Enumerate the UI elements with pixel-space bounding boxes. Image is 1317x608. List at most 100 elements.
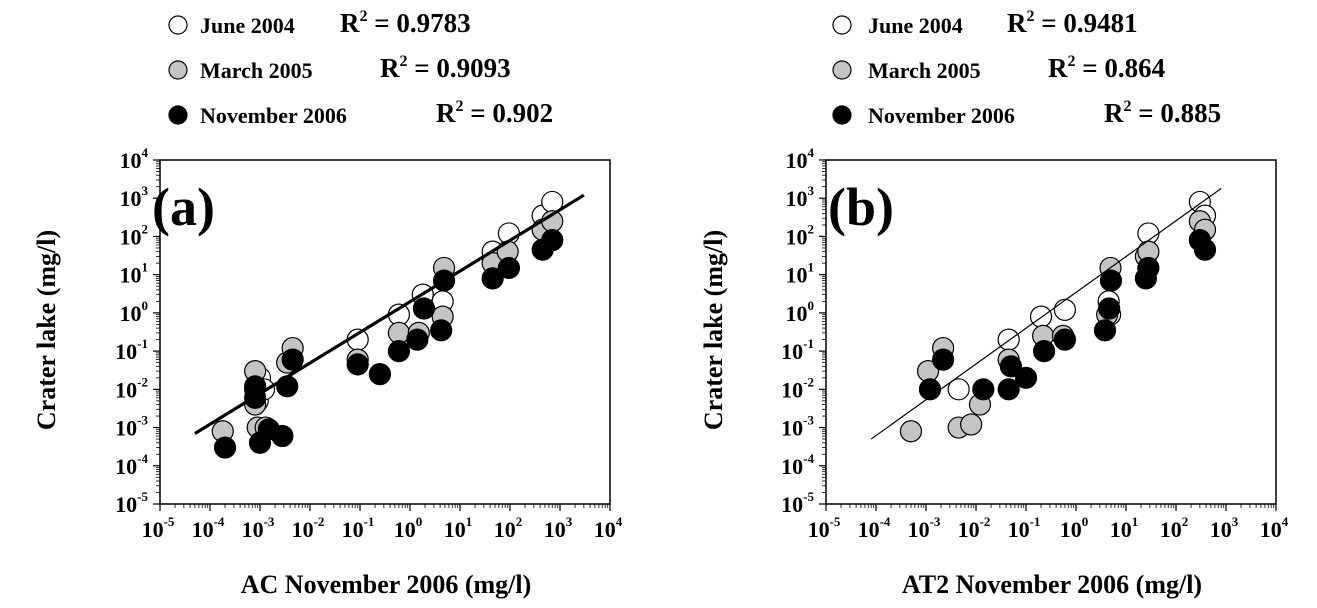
- tick-base: 10: [544, 517, 566, 542]
- tick-exponent: -4: [880, 514, 891, 529]
- y-tick-label-0: 10-5: [781, 489, 814, 517]
- point-november-2006-13: [430, 319, 453, 342]
- tick-base: 10: [786, 263, 808, 288]
- y-axis-title: Crater lake (mg/l): [32, 230, 61, 430]
- tick-base: 10: [808, 517, 830, 542]
- tick-base: 10: [781, 416, 803, 441]
- point-november-2006-10: [1099, 269, 1123, 292]
- tick-base: 10: [1210, 517, 1232, 542]
- tick-exponent: -5: [164, 514, 175, 529]
- legend-label-1: March 2005: [200, 58, 313, 83]
- point-november-2006-10: [387, 340, 411, 363]
- point-november-2006-2: [972, 378, 995, 401]
- tick-base: 10: [1110, 517, 1132, 542]
- point-november-2006-12: [1137, 256, 1160, 280]
- x-tick-label-9: 104: [594, 514, 623, 542]
- legend-r2-2: R2 = 0.885: [1104, 98, 1221, 128]
- tick-base: 10: [394, 517, 416, 542]
- r2-superscript: 2: [400, 53, 408, 70]
- legend-marker-1: [832, 60, 852, 80]
- x-tick-label-8: 103: [544, 514, 573, 542]
- tick-exponent: 4: [1282, 514, 1289, 529]
- y-tick-label-7: 102: [120, 221, 149, 249]
- panel-label: (b): [828, 177, 894, 237]
- tick-exponent: 1: [808, 260, 815, 275]
- y-tick-label-5: 100: [786, 298, 815, 326]
- r2-letter: R: [436, 98, 456, 128]
- y-axis-title: Crater lake (mg/l): [699, 230, 728, 430]
- tick-exponent: -3: [930, 514, 941, 529]
- legend-r2-0: R2 = 0.9481: [1007, 8, 1138, 38]
- tick-exponent: -4: [137, 451, 148, 466]
- x-tick-label-0: 10-5: [808, 514, 841, 542]
- point-november-2006-9: [368, 363, 391, 386]
- x-tick-label-3: 10-2: [292, 514, 325, 542]
- regression-line: [870, 187, 1222, 440]
- y-tick-label-2: 10-3: [115, 413, 148, 441]
- x-tick-label-0: 10-5: [142, 514, 175, 542]
- point-november-2006-9: [1098, 297, 1121, 320]
- legend-label-2: November 2006: [200, 103, 347, 128]
- legend-marker-2: [168, 105, 188, 125]
- plot-frame: [159, 159, 611, 505]
- tick-base: 10: [142, 517, 164, 542]
- y-tick-label-7: 102: [786, 221, 815, 249]
- tick-base: 10: [342, 517, 364, 542]
- point-june-2004-3: [1053, 298, 1077, 321]
- tick-base: 10: [242, 517, 264, 542]
- tick-exponent: 4: [142, 145, 149, 160]
- y-tick-label-4: 10-1: [115, 336, 148, 364]
- x-tick-label-4: 10-1: [342, 514, 375, 542]
- r2-letter: R: [1048, 53, 1068, 83]
- legend-r2-0: R2 = 0.9783: [340, 8, 471, 38]
- tick-base: 10: [120, 301, 142, 326]
- tick-base: 10: [1008, 517, 1030, 542]
- r2-superscript: 2: [1027, 8, 1035, 25]
- tick-base: 10: [958, 517, 980, 542]
- tick-exponent: -5: [830, 514, 841, 529]
- x-tick-label-8: 103: [1210, 514, 1239, 542]
- tick-exponent: 0: [416, 514, 423, 529]
- r2-value: = 0.864: [1076, 53, 1166, 83]
- tick-base: 10: [115, 339, 137, 364]
- tick-base: 10: [444, 517, 466, 542]
- point-november-2006-3: [997, 378, 1020, 401]
- r2-superscript: 2: [1124, 98, 1132, 115]
- point-november-2006-6: [1032, 340, 1056, 363]
- tick-exponent: -1: [364, 514, 375, 529]
- tick-base: 10: [292, 517, 314, 542]
- r2-superscript: 2: [360, 8, 368, 25]
- tick-exponent: -3: [264, 514, 275, 529]
- tick-base: 10: [786, 186, 808, 211]
- point-november-2006-5: [271, 424, 294, 448]
- tick-exponent: -5: [137, 489, 148, 504]
- legend-label-0: June 2004: [868, 13, 963, 38]
- point-november-2006-16: [497, 256, 520, 280]
- tick-exponent: 0: [142, 298, 149, 313]
- tick-base: 10: [908, 517, 930, 542]
- point-november-2006-5: [1014, 366, 1038, 389]
- x-tick-label-7: 102: [494, 514, 523, 542]
- r2-letter: R: [340, 8, 360, 38]
- y-tick-label-1: 10-4: [115, 451, 148, 479]
- y-tick-label-8: 103: [786, 183, 815, 211]
- x-axis-title: AT2 November 2006 (mg/l): [902, 570, 1202, 599]
- tick-exponent: -2: [803, 374, 814, 389]
- tick-base: 10: [120, 148, 142, 173]
- y-tick-label-6: 101: [120, 260, 149, 288]
- r2-value: = 0.9093: [408, 53, 511, 83]
- tick-base: 10: [115, 492, 137, 517]
- legend-r2-1: R2 = 0.864: [1048, 53, 1165, 83]
- y-tick-label-9: 104: [786, 145, 815, 173]
- point-november-2006-1: [932, 348, 955, 371]
- x-tick-label-1: 10-4: [192, 514, 225, 542]
- tick-base: 10: [786, 148, 808, 173]
- x-tick-label-2: 10-3: [908, 514, 941, 542]
- tick-exponent: -5: [803, 489, 814, 504]
- tick-base: 10: [120, 186, 142, 211]
- x-tick-label-6: 101: [1110, 514, 1139, 542]
- x-tick-label-1: 10-4: [858, 514, 891, 542]
- tick-base: 10: [781, 454, 803, 479]
- tick-exponent: 1: [1132, 514, 1139, 529]
